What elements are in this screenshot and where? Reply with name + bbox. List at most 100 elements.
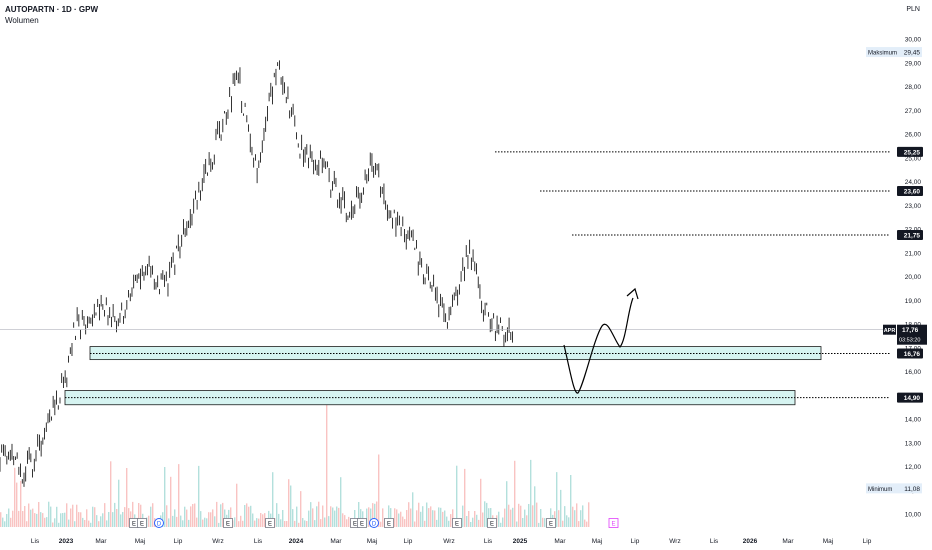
volume-bar xyxy=(550,508,552,527)
volume-bar xyxy=(78,512,80,527)
volume-bar xyxy=(536,502,538,527)
volume-bar xyxy=(580,510,582,527)
volume-bar xyxy=(108,512,110,527)
support-price-label-box xyxy=(897,392,923,403)
volume-bar xyxy=(92,506,94,527)
dividend-marker-label: D xyxy=(157,522,162,528)
volume-bar xyxy=(318,501,320,527)
minimum-value: 11,08 xyxy=(904,486,920,493)
last-price-label: 17,76 xyxy=(902,327,919,334)
x-tick-label: Lip xyxy=(404,538,413,545)
volume-bar xyxy=(8,508,10,527)
volume-bar xyxy=(426,502,428,527)
volume-bar xyxy=(278,513,280,527)
resistance-price-label: 21,75 xyxy=(904,232,921,239)
x-tick-label: 2023 xyxy=(59,538,74,545)
volume-bar xyxy=(322,505,324,527)
volume-bar xyxy=(276,503,278,527)
volume-bar xyxy=(394,508,396,527)
volume-bar xyxy=(404,519,406,527)
x-tick-label: Maj xyxy=(823,538,833,545)
volume-bar xyxy=(324,517,326,527)
volume-bar xyxy=(508,504,510,527)
volume-bar xyxy=(310,502,312,527)
volume-bar xyxy=(534,486,536,527)
volume-bar xyxy=(214,516,216,527)
volume-bar xyxy=(402,516,404,527)
volume-bar xyxy=(564,506,566,527)
volume-bar xyxy=(288,479,290,527)
earnings-marker xyxy=(452,518,462,528)
volume-bar xyxy=(112,512,114,527)
volume-bar xyxy=(66,503,68,527)
volume-bar xyxy=(4,521,6,527)
resistance-price-label-box xyxy=(897,229,923,240)
x-tick-label: Maj xyxy=(367,538,377,545)
volume-bar xyxy=(538,522,540,527)
volume-bar xyxy=(566,515,568,527)
volume-bar xyxy=(414,521,416,527)
maximum-value: 29,45 xyxy=(904,50,921,57)
volume-bar xyxy=(498,511,500,527)
volume-bar xyxy=(166,505,168,527)
volume-bar xyxy=(582,505,584,527)
volume-bar xyxy=(82,517,84,527)
volume-bar xyxy=(122,512,124,527)
volume-bar xyxy=(34,513,36,527)
volume-bar xyxy=(252,513,254,527)
volume-bar xyxy=(400,511,402,527)
volume-bar xyxy=(510,509,512,527)
symbol-tag: APR xyxy=(884,328,896,334)
volume-bar xyxy=(316,506,318,527)
support-price-label: 14,90 xyxy=(904,395,921,402)
volume-bar xyxy=(0,512,2,527)
volume-bar xyxy=(304,520,306,527)
volume-bar xyxy=(314,520,316,527)
volume-bar xyxy=(6,514,8,527)
volume-bar xyxy=(574,510,576,527)
volume-bar xyxy=(410,508,412,527)
dividend-marker-label: D xyxy=(372,522,377,528)
volume-bar xyxy=(476,514,478,527)
volume-bar xyxy=(56,506,58,527)
volume-bar xyxy=(282,510,284,527)
volume-bar xyxy=(408,502,410,527)
volume-bar xyxy=(320,519,322,527)
symbol-tag-box xyxy=(883,324,896,335)
volume-bar xyxy=(462,505,464,527)
volume-bar xyxy=(80,512,82,527)
support-price-label: 16,76 xyxy=(904,351,921,358)
volume-bar xyxy=(432,510,434,527)
volume-bar xyxy=(106,520,108,527)
volume-bar xyxy=(484,501,486,527)
forecast-earnings-label: E xyxy=(611,522,615,528)
volume-bar xyxy=(470,522,472,527)
volume-bar xyxy=(450,514,452,527)
volume-bar xyxy=(28,503,30,527)
volume-bar xyxy=(416,510,418,527)
volume-bar xyxy=(524,509,526,527)
volume-bar xyxy=(118,479,120,527)
volume-bar xyxy=(336,506,338,527)
currency-label: PLN xyxy=(906,6,920,13)
forecast-earnings-marker xyxy=(608,518,619,528)
volume-bar xyxy=(96,515,98,527)
volume-bar xyxy=(128,508,130,527)
volume-bar xyxy=(86,509,88,527)
volume-bar xyxy=(376,501,378,527)
volume-bar xyxy=(456,465,458,527)
x-tick-label: Maj xyxy=(592,538,602,545)
volume-bar xyxy=(586,521,588,527)
volume-bar xyxy=(2,517,4,527)
volume-bar xyxy=(102,513,104,527)
y-tick-label: 27,00 xyxy=(905,108,922,115)
volume-bar xyxy=(292,509,294,527)
volume-bar xyxy=(42,513,44,527)
volume-bar xyxy=(528,504,530,527)
volume-bar xyxy=(10,517,12,527)
volume-bar xyxy=(488,508,490,527)
x-tick-label: Mar xyxy=(782,538,794,545)
volume-bar xyxy=(358,502,360,527)
y-tick-label: 23,00 xyxy=(905,203,922,210)
